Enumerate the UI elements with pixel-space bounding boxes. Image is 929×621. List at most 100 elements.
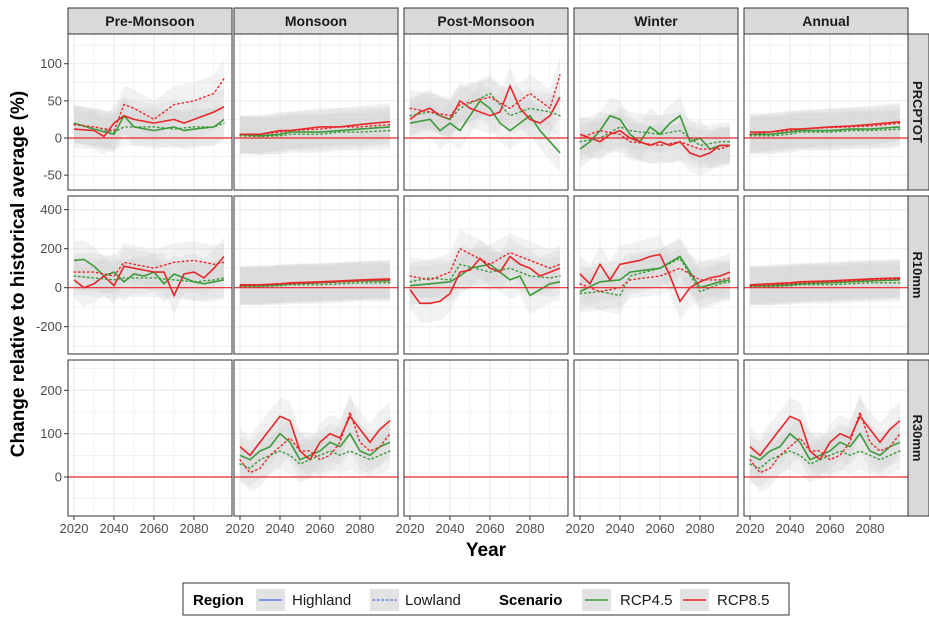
legend-key-lowland-bg <box>370 589 399 611</box>
x-axis-title: Year <box>466 540 507 561</box>
panel-bg <box>234 34 398 190</box>
panel-border <box>573 359 739 517</box>
uncertainty-band <box>410 74 560 139</box>
panel-bg <box>574 196 738 354</box>
panel-bg <box>574 360 738 516</box>
x-tick-label: 2020 <box>60 521 89 536</box>
facet-strip-bg <box>233 7 399 35</box>
panel-border <box>233 195 399 355</box>
series-line-rcp45-lowland <box>239 282 391 288</box>
x-tick-label: 2020 <box>396 521 425 536</box>
panel-bg <box>744 360 908 516</box>
uncertainty-band <box>240 432 390 488</box>
series-line-rcp45-highland <box>750 279 901 287</box>
x-tick-label: 2060 <box>306 521 335 536</box>
x-tick-label: 2060 <box>646 521 675 536</box>
x-tick-label: 2080 <box>516 521 545 536</box>
y-tick-label: 0 <box>55 470 62 485</box>
panel-border <box>743 33 909 191</box>
facet-strip-label: Post-Monsoon <box>437 13 534 29</box>
series-line-rcp85-lowland <box>749 122 901 135</box>
facet-strip-annual: Annual <box>743 7 909 35</box>
panel-border <box>403 359 569 517</box>
panel-series <box>239 393 391 492</box>
panel-grid <box>744 360 908 516</box>
panel-series <box>239 102 391 156</box>
panel-bg <box>234 360 398 516</box>
facet-strip-post-monsoon: Post-Monsoon <box>403 7 569 35</box>
uncertainty-band <box>240 105 390 153</box>
panel-grid <box>574 360 738 516</box>
panel-series <box>409 56 561 172</box>
series-line-rcp45-highland <box>239 432 391 461</box>
series-line-rcp85-highland <box>749 414 901 461</box>
facet-strip-label: Annual <box>802 13 849 29</box>
series-line-rcp85-lowland <box>749 409 901 474</box>
panel-border <box>233 33 399 191</box>
panel-series <box>239 259 391 306</box>
panel-r10mm-annual <box>743 195 909 355</box>
panel-series <box>749 102 901 155</box>
series-line-rcp45-highland <box>749 432 901 461</box>
series-line-rcp45-lowland <box>409 263 561 283</box>
x-tick-label: 2080 <box>180 521 209 536</box>
panel-border <box>403 33 569 191</box>
series-line-rcp45-lowland <box>579 126 731 147</box>
x-tick-label: 2080 <box>856 521 885 536</box>
series-line-rcp85-highland <box>73 255 225 298</box>
series-line-rcp45-highland <box>73 258 225 285</box>
uncertainty-band <box>750 104 900 153</box>
series-line-rcp45-lowland <box>579 257 731 297</box>
uncertainty-band <box>240 263 390 306</box>
y-tick-label: 100 <box>40 56 62 71</box>
series-line-rcp85-lowland <box>409 74 561 117</box>
panel-series <box>749 393 901 492</box>
uncertainty-band <box>750 432 900 488</box>
uncertainty-band <box>410 237 560 323</box>
panel-bg <box>404 34 568 190</box>
uncertainty-band <box>750 414 900 479</box>
series-line-rcp45-highland <box>239 126 391 137</box>
facet-strip-monsoon: Monsoon <box>233 7 399 35</box>
panel-grid <box>404 360 568 516</box>
panel-r30mm-post-monsoon <box>403 359 569 517</box>
series-line-rcp85-lowland <box>239 409 391 474</box>
uncertainty-band <box>580 108 730 165</box>
y-tick-label: 0 <box>55 131 62 146</box>
panel-r30mm-winter <box>573 359 739 517</box>
y-tick-label: 400 <box>40 202 62 217</box>
row-strip-r30mm: R30mm <box>905 359 929 517</box>
series-line-rcp45-lowland <box>749 282 901 288</box>
panel-prcptot-monsoon <box>233 33 399 191</box>
uncertainty-band <box>410 82 560 172</box>
x-tick-label: 2080 <box>346 521 375 536</box>
uncertainty-band <box>580 239 730 315</box>
panel-r10mm-pre-monsoon <box>67 195 233 355</box>
uncertainty-band <box>580 235 730 321</box>
panel-r10mm-winter <box>573 195 739 355</box>
series-line-rcp85-lowland <box>239 279 391 287</box>
uncertainty-band <box>74 257 224 301</box>
uncertainty-band <box>74 97 224 153</box>
legend-item-rcp45: RCP4.5 <box>620 592 673 609</box>
facet-strip-winter: Winter <box>573 7 739 35</box>
row-strip-prcptot: PRCPTOT <box>905 33 929 191</box>
series-line-rcp45-lowland <box>73 275 225 283</box>
panel-r30mm-monsoon <box>233 359 399 517</box>
panel-bg <box>234 196 398 354</box>
x-tick-label: 2040 <box>266 521 295 536</box>
series-line-rcp45-lowland <box>239 129 391 138</box>
y-tick-label: 100 <box>40 426 62 441</box>
series-line-rcp85-highland <box>409 255 561 305</box>
series-line-rcp85-lowland <box>579 129 731 150</box>
panel-r30mm-annual <box>743 359 909 517</box>
panel-series <box>749 259 901 306</box>
panel-border <box>573 195 739 355</box>
y-tick-label: 200 <box>40 383 62 398</box>
panel-bg <box>68 360 232 516</box>
panel-border <box>67 195 233 355</box>
panel-prcptot-pre-monsoon <box>67 33 233 191</box>
y-tick-label: 0 <box>55 280 62 295</box>
